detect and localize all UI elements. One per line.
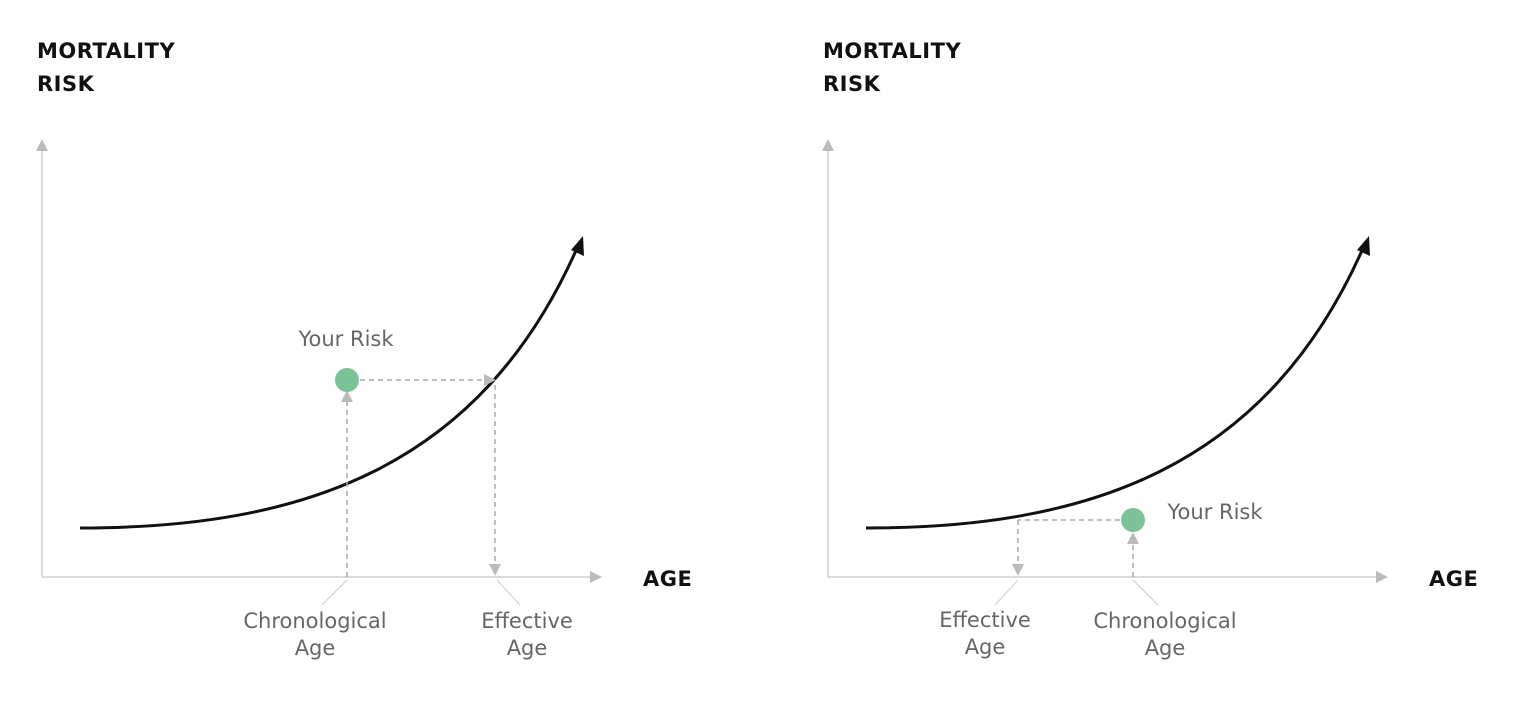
x-axis-label: AGE (643, 567, 692, 591)
risk-curve (79, 245, 580, 530)
chronological-label: Chronological (1093, 609, 1236, 633)
curve-arrow (571, 236, 584, 256)
y-axis-label: MORTALITY (37, 39, 175, 63)
risk-point (335, 368, 359, 392)
effective-label: Age (507, 636, 548, 660)
curve-arrow (1357, 236, 1370, 256)
panel-left: MORTALITY RISK AGE Your Risk Chronologic… (36, 39, 692, 660)
y-axis-label: RISK (823, 72, 881, 96)
risk-point (1121, 508, 1145, 532)
effective-label: Effective (939, 608, 1031, 632)
x-axis-label: AGE (1429, 567, 1478, 591)
leader (994, 579, 1019, 606)
point-label: Your Risk (1166, 500, 1263, 524)
leader (496, 579, 521, 606)
risk-curve (865, 245, 1366, 530)
y-axis-label: RISK (37, 72, 95, 96)
y-axis-label: MORTALITY (823, 39, 961, 63)
effective-label: Age (965, 635, 1006, 659)
chronological-label: Age (1145, 636, 1186, 660)
leader (1132, 579, 1159, 606)
leader (321, 579, 348, 606)
point-label: Your Risk (297, 327, 394, 351)
chronological-label: Age (295, 636, 336, 660)
panel-right: MORTALITY RISK AGE Your Risk Effective A… (822, 39, 1478, 660)
effective-label: Effective (481, 609, 573, 633)
chronological-label: Chronological (243, 609, 386, 633)
